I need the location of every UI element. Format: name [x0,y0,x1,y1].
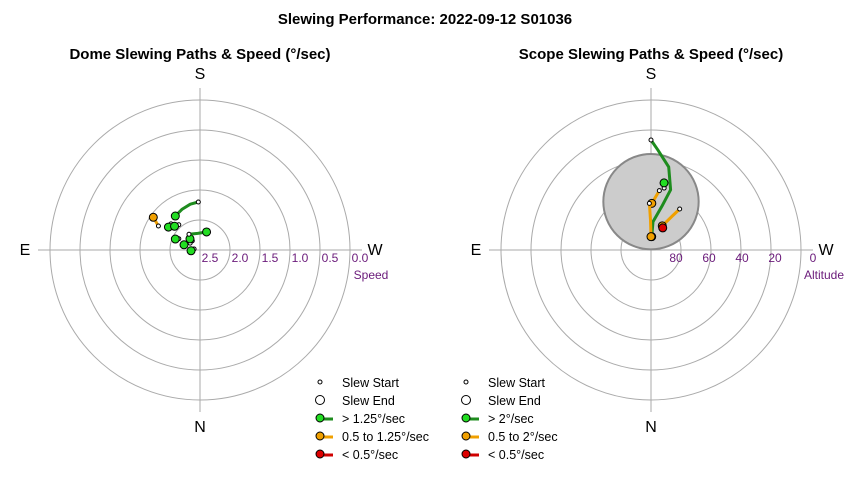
dome-slew-end-0 [186,246,196,256]
dome-label-left: E [20,242,31,259]
dome-slew-end-8 [202,227,212,237]
dome-legend-item-slow: < 0.5°/sec [315,448,398,462]
scope-legend-item-slow: < 0.5°/sec [461,448,544,462]
dome-legend-label-end: Slew End [342,394,395,408]
scope-radial-axis-label: Altitude [804,268,844,282]
scope-label-right: W [818,242,834,259]
dome-legend-label-fast: > 1.25°/sec [342,412,405,426]
dome-legend-item-start: Slew Start [317,376,399,390]
dome-chart-title: Dome Slewing Paths & Speed (°/sec) [69,46,330,63]
dome-slew-paths [148,199,212,256]
dome-tick-label-1: 2.0 [232,251,249,265]
dome-legend-medium-marker [315,431,325,441]
dome-tick-label-4: 0.5 [322,251,339,265]
scope-slew-5 [659,178,669,191]
scope-slew-end-2 [646,232,656,242]
scope-legend-label-slow: < 0.5°/sec [488,448,544,462]
scope-axis-labels: S N E W 80 60 40 20 0 Altitude [471,66,845,436]
scope-legend-medium-marker [461,431,471,441]
dome-tick-label-3: 1.0 [292,251,309,265]
scope-legend-item-fast: > 2°/sec [461,412,534,426]
dome-legend-item-end: Slew End [315,394,395,408]
dome-slew-6 [170,199,201,221]
scope-legend-label-fast: > 2°/sec [488,412,534,426]
dome-label-right: W [367,242,383,259]
scope-legend-label-start: Slew Start [488,376,545,390]
dome-slew-end-1 [179,240,189,250]
scope-label-left: E [471,242,482,259]
dome-legend-label-slow: < 0.5°/sec [342,448,398,462]
scope-legend-end-marker [461,395,471,405]
dome-slew-path-6 [173,200,200,218]
scope-legend-fast-marker [461,413,471,423]
scope-slew-start-3 [677,206,683,212]
scope-legend: Slew Start Slew End > 2°/sec 0.5 to 2°/sec <… [461,376,558,462]
scope-slew-path-0 [649,138,673,239]
dome-slew-end-5 [170,221,180,231]
dome-radial-axis-label: Speed [354,268,389,282]
scope-slew-end-4 [658,223,668,233]
scope-slew-end-5 [659,178,669,188]
scope-legend-slow-marker [461,449,471,459]
dome-label-top: S [195,66,206,83]
scope-tick-label-2: 40 [735,251,749,265]
dome-legend-fast-marker [315,413,325,423]
scope-slew-path-2 [647,201,653,239]
dome-polar-chart: Dome Slewing Paths & Speed (°/sec) S N E W 2… [20,46,429,462]
scope-legend-item-end: Slew End [461,394,541,408]
scope-slew-start-0 [648,137,654,143]
dome-slew-2 [170,234,182,244]
scope-slew-paths [646,137,683,242]
dome-slew-start-3 [155,223,161,229]
dome-slew-end-2 [170,234,180,244]
scope-label-top: S [646,66,657,83]
scope-polar-chart: Scope Slewing Paths & Speed (°/sec) S N E W… [461,46,845,462]
dome-slew-0 [186,246,197,256]
dome-tick-label-5: 0.0 [352,251,369,265]
dome-slew-end-6 [170,211,180,221]
scope-chart-title: Scope Slewing Paths & Speed (°/sec) [519,46,783,63]
dome-legend-end-marker [315,395,325,405]
dome-legend-item-medium: 0.5 to 1.25°/sec [315,430,429,444]
scope-tick-label-1: 60 [702,251,716,265]
scope-slew-4 [658,223,668,233]
scope-tick-label-0: 80 [669,251,683,265]
dome-slew-end-3 [148,212,158,222]
dome-slew-5 [170,221,182,231]
dome-legend-slow-marker [315,449,325,459]
scope-slew-start-2 [646,200,652,206]
dome-legend-start-marker [317,379,323,385]
scope-slew-path-3 [660,207,682,228]
dome-label-bottom: N [194,419,206,436]
dome-legend-label-start: Slew Start [342,376,399,390]
dome-legend-item-fast: > 1.25°/sec [315,412,405,426]
scope-legend-item-start: Slew Start [463,376,545,390]
scope-slew-start-1 [656,188,662,194]
dome-slew-start-8 [186,231,192,237]
scope-legend-label-end: Slew End [488,394,541,408]
dome-slew-8 [186,227,212,237]
dome-slew-3 [148,212,161,229]
scope-label-bottom: N [645,419,657,436]
dome-grid [38,88,362,412]
dome-slew-start-6 [195,199,201,205]
scope-legend-label-medium: 0.5 to 2°/sec [488,430,558,444]
scope-legend-start-marker [463,379,469,385]
dome-tick-label-0: 2.5 [202,251,219,265]
scope-slew-2 [646,200,656,242]
dome-tick-label-2: 1.5 [262,251,279,265]
dome-legend-label-medium: 0.5 to 1.25°/sec [342,430,429,444]
dome-axis-labels: S N E W 2.5 2.0 1.5 1.0 0.5 0.0 Speed [20,66,389,436]
scope-legend-item-medium: 0.5 to 2°/sec [461,430,558,444]
scope-tick-label-3: 20 [768,251,782,265]
scope-tick-label-4: 0 [810,251,817,265]
figure-title: Slewing Performance: 2022-09-12 S01036 [278,11,572,28]
dome-legend: Slew Start Slew End > 1.25°/sec 0.5 to 1.25… [315,376,429,462]
